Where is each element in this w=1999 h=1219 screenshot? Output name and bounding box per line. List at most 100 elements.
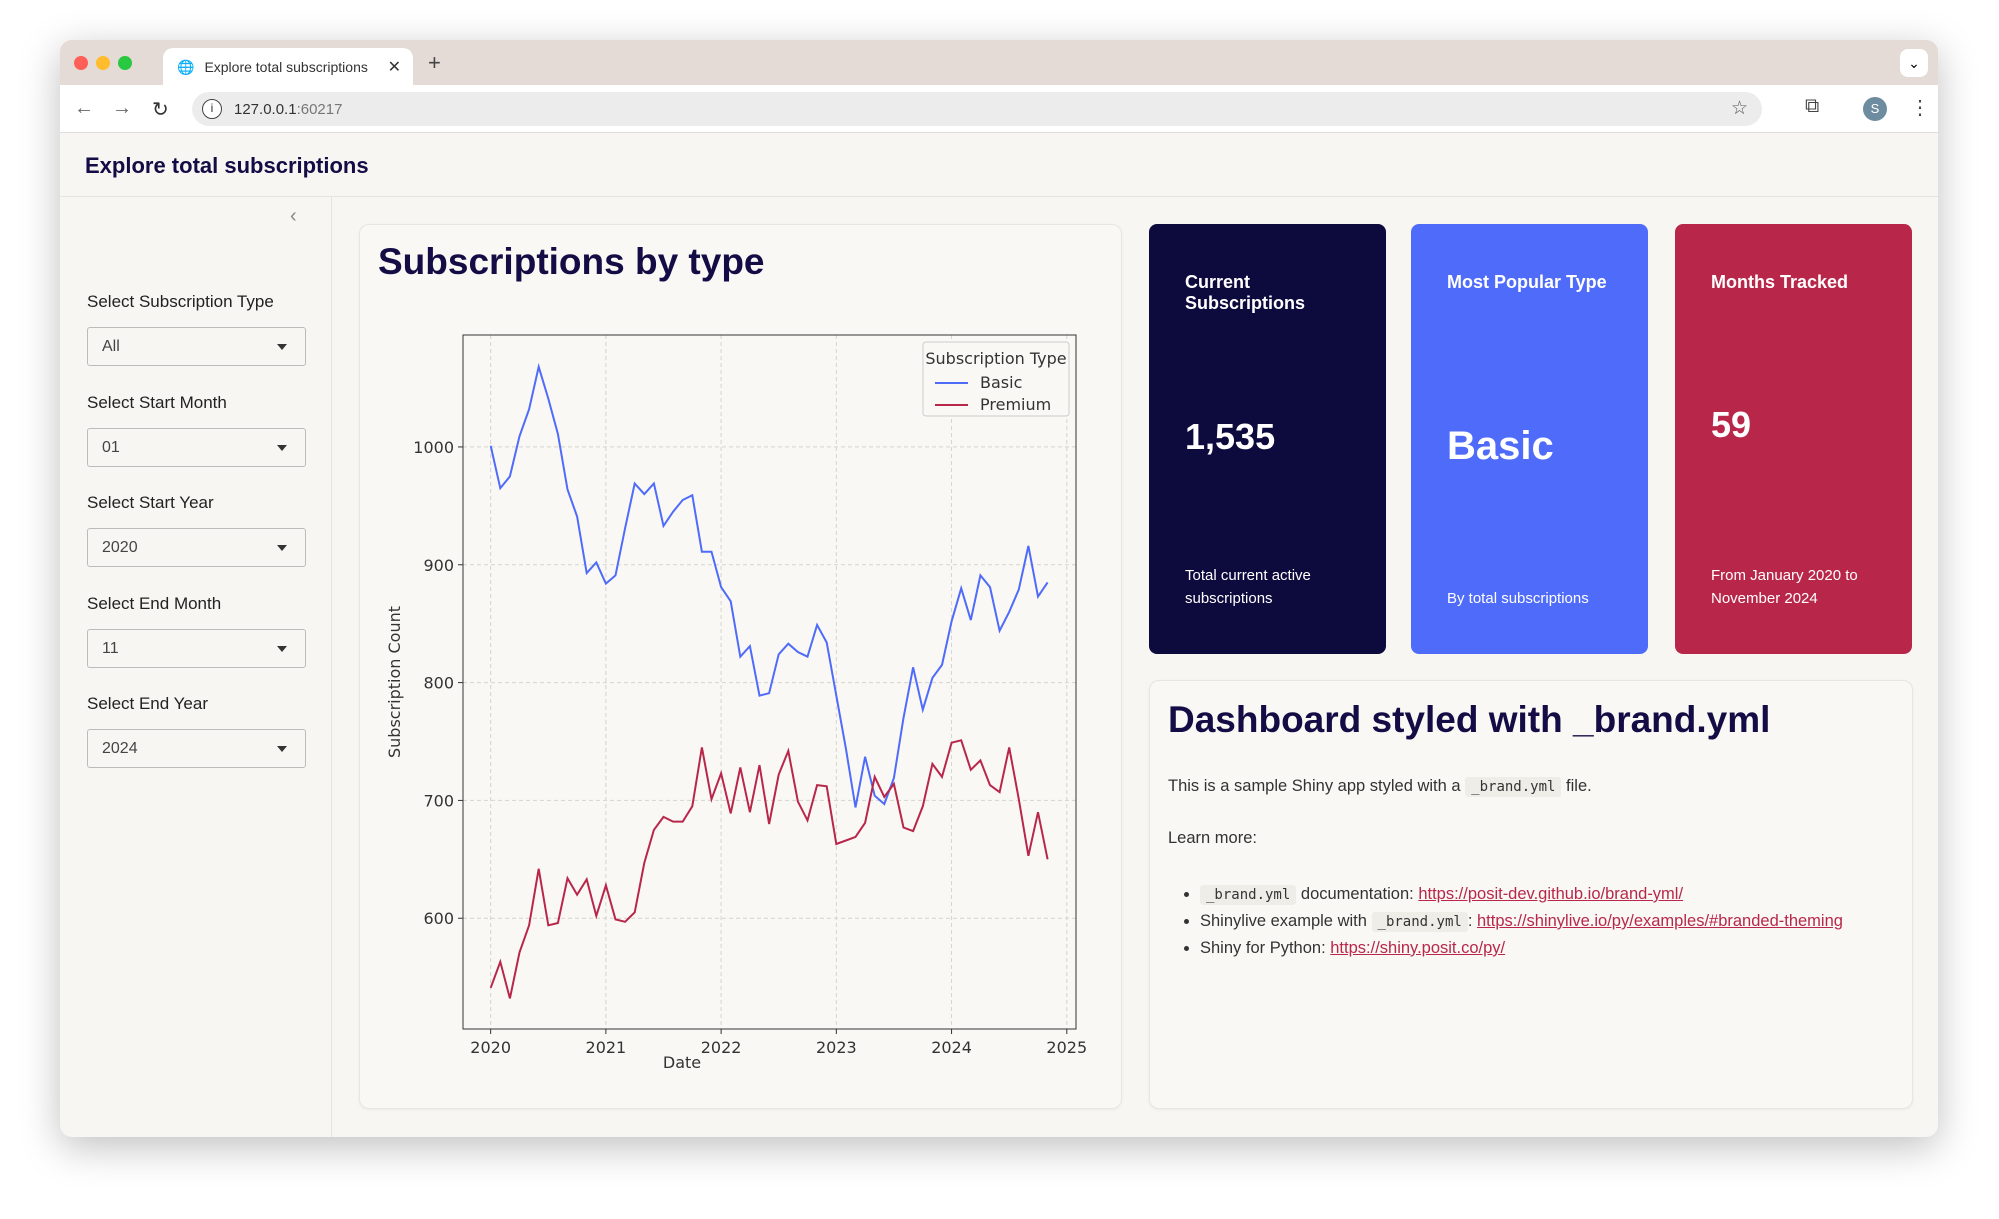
value-box-most-popular-type: Most Popular Type Basic By total subscri… bbox=[1411, 224, 1648, 654]
select-value: 01 bbox=[102, 439, 120, 456]
caret-down-icon bbox=[277, 445, 287, 451]
inline-code: _brand.yml bbox=[1465, 777, 1562, 797]
sidebar: ‹ Select Subscription Type All Select St… bbox=[60, 197, 332, 1137]
legend-title: Subscription Type bbox=[925, 349, 1066, 368]
learn-more-label: Learn more: bbox=[1168, 829, 1257, 847]
legend-label-premium: Premium bbox=[980, 395, 1051, 414]
browser-toolbar: ← → ↻ i 127.0.0.1:60217 ☆ ⧉ S ⋮ bbox=[60, 85, 1938, 133]
reload-icon[interactable]: ↻ bbox=[152, 99, 169, 121]
value-box-title: Current Subscriptions bbox=[1185, 272, 1306, 313]
item-text: documentation: bbox=[1300, 885, 1414, 903]
x-tick-label: 2022 bbox=[701, 1038, 742, 1057]
browser-window: 🌐 Explore total subscriptions ✕ + ⌄ ← → … bbox=[60, 40, 1938, 1137]
subscription-type-select[interactable]: All bbox=[87, 327, 306, 366]
inline-code: _brand.yml bbox=[1200, 885, 1297, 905]
caret-down-icon bbox=[277, 646, 287, 652]
address-bar[interactable]: i 127.0.0.1:60217 ☆ bbox=[192, 92, 1762, 126]
intro-text: This is a sample Shiny app styled with a bbox=[1168, 777, 1461, 795]
url-host: 127.0.0.1 bbox=[234, 100, 297, 118]
menu-kebab-icon[interactable]: ⋮ bbox=[1910, 97, 1930, 119]
y-axis-label: Subscription Count bbox=[385, 606, 404, 758]
start-month-select[interactable]: 01 bbox=[87, 428, 306, 467]
close-tab-icon[interactable]: ✕ bbox=[387, 59, 401, 76]
select-value: 2024 bbox=[102, 740, 138, 757]
tab-bar: 🌐 Explore total subscriptions ✕ + ⌄ bbox=[60, 40, 1938, 86]
value-box-value: 1,535 bbox=[1185, 416, 1276, 457]
end-year-label: Select End Year bbox=[87, 694, 208, 713]
intro-text-end: file. bbox=[1566, 777, 1592, 795]
list-item: Shiny for Python: https://shiny.posit.co… bbox=[1200, 935, 1843, 961]
item-text: Shinylive example with bbox=[1200, 912, 1367, 930]
y-tick-label: 800 bbox=[423, 674, 454, 693]
item-text: : bbox=[1467, 912, 1473, 930]
forward-icon[interactable]: → bbox=[112, 97, 132, 119]
start-year-label: Select Start Year bbox=[87, 493, 214, 512]
site-info-icon[interactable]: i bbox=[202, 99, 222, 119]
value-box-current-subscriptions: Current Subscriptions 1,535 Total curren… bbox=[1149, 224, 1386, 654]
value-box-subtitle: By total subscriptions bbox=[1447, 590, 1589, 607]
x-tick-label: 2025 bbox=[1046, 1038, 1087, 1057]
value-box-value: 59 bbox=[1711, 404, 1752, 445]
caret-down-icon bbox=[277, 746, 287, 752]
collapse-sidebar-chevron-icon[interactable]: ‹ bbox=[290, 205, 297, 227]
back-icon[interactable]: ← bbox=[74, 97, 94, 119]
end-month-select[interactable]: 11 bbox=[87, 629, 306, 668]
minimize-window-button[interactable] bbox=[96, 56, 110, 70]
intro-paragraph: This is a sample Shiny app styled with a… bbox=[1168, 777, 1592, 797]
bookmark-star-icon[interactable]: ☆ bbox=[1730, 98, 1748, 119]
list-item: _brand.yml documentation: https://posit-… bbox=[1200, 881, 1843, 908]
value-box-title: Months Tracked bbox=[1711, 272, 1849, 292]
brand-yml-docs-link[interactable]: https://posit-dev.github.io/brand-yml/ bbox=[1418, 885, 1684, 903]
value-box-months-tracked: Months Tracked 59 From January 2020 to N… bbox=[1675, 224, 1912, 654]
legend-label-basic: Basic bbox=[980, 373, 1022, 392]
chart-title: Subscriptions by type bbox=[378, 241, 765, 282]
x-tick-label: 2020 bbox=[470, 1038, 511, 1057]
series-line-premium bbox=[489, 739, 1049, 999]
browser-tab[interactable]: 🌐 Explore total subscriptions ✕ bbox=[163, 48, 413, 86]
select-value: All bbox=[102, 338, 120, 355]
extensions-puzzle-icon[interactable]: ⧉ bbox=[1805, 95, 1820, 117]
y-tick-label: 900 bbox=[423, 556, 454, 575]
new-tab-button[interactable]: + bbox=[428, 50, 441, 75]
start-month-label: Select Start Month bbox=[87, 393, 227, 412]
app-header: Explore total subscriptions bbox=[60, 133, 1938, 197]
links-list: _brand.yml documentation: https://posit-… bbox=[1200, 881, 1843, 961]
value-box-value: Basic bbox=[1447, 424, 1554, 468]
x-tick-label: 2024 bbox=[931, 1038, 972, 1057]
legend: Subscription Type Basic Premium bbox=[922, 341, 1070, 417]
chart-card: Subscriptions by type 2020 2021 2022 2023 20… bbox=[359, 224, 1122, 1109]
caret-down-icon bbox=[277, 344, 287, 350]
inline-code: _brand.yml bbox=[1371, 912, 1468, 932]
tab-title: Explore total subscriptions bbox=[204, 59, 368, 75]
caret-down-icon bbox=[277, 545, 287, 551]
start-year-select[interactable]: 2020 bbox=[87, 528, 306, 567]
shiny-python-link[interactable]: https://shiny.posit.co/py/ bbox=[1330, 939, 1506, 957]
doc-title: Dashboard styled with _brand.yml bbox=[1168, 699, 1771, 740]
y-tick-label: 700 bbox=[423, 791, 454, 810]
x-tick-label: 2023 bbox=[816, 1038, 857, 1057]
shinylive-example-link[interactable]: https://shinylive.io/py/examples/#brande… bbox=[1477, 912, 1843, 930]
line-chart: 2020 2021 2022 2023 2024 2025 600 700 800 900 1000… bbox=[385, 334, 1087, 1072]
item-text: Shiny for Python: bbox=[1200, 939, 1326, 957]
y-tick-label: 1000 bbox=[413, 438, 454, 457]
value-box-subtitle: Total current active subscriptions bbox=[1185, 567, 1311, 607]
list-item: Shinylive example with _brand.yml: https… bbox=[1200, 908, 1843, 935]
y-tick-label: 600 bbox=[423, 909, 454, 928]
end-year-select[interactable]: 2024 bbox=[87, 729, 306, 768]
x-axis-label: Date bbox=[663, 1053, 701, 1072]
plot-frame bbox=[462, 334, 1077, 1030]
subscription-type-label: Select Subscription Type bbox=[87, 292, 274, 311]
url-port: :60217 bbox=[296, 100, 343, 118]
maximize-window-button[interactable] bbox=[118, 56, 132, 70]
profile-avatar[interactable]: S bbox=[1863, 97, 1887, 121]
app-title: Explore total subscriptions bbox=[85, 153, 369, 178]
doc-card: Dashboard styled with _brand.yml This is… bbox=[1149, 680, 1913, 1109]
select-value: 2020 bbox=[102, 539, 138, 556]
close-window-button[interactable] bbox=[74, 56, 88, 70]
end-month-label: Select End Month bbox=[87, 594, 222, 613]
globe-icon: 🌐 bbox=[177, 58, 195, 75]
series-line-basic bbox=[489, 362, 1049, 808]
value-box-title: Most Popular Type bbox=[1447, 272, 1607, 292]
tab-search-chevron-icon[interactable]: ⌄ bbox=[1900, 49, 1928, 77]
value-box-subtitle: From January 2020 to November 2024 bbox=[1711, 567, 1858, 607]
